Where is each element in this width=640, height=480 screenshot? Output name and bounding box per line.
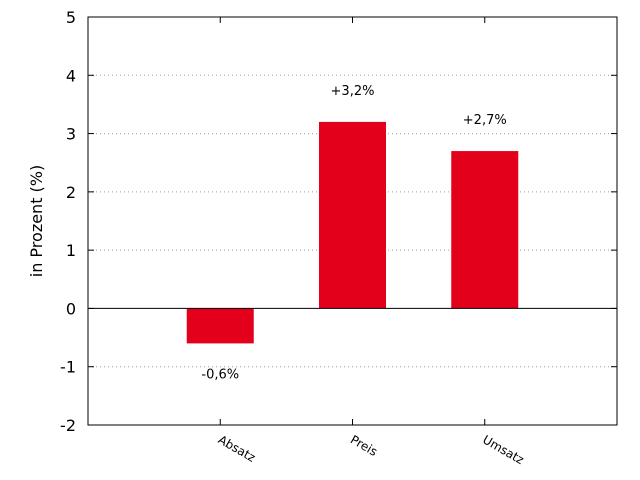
y-tick-label: -1 xyxy=(60,358,76,377)
bars xyxy=(186,121,519,344)
x-tick-label: Umsatz xyxy=(480,432,526,467)
data-label: -0,6% xyxy=(201,367,239,382)
y-tick-label: 4 xyxy=(66,66,76,85)
y-tick-label: 3 xyxy=(66,125,76,144)
x-tick-label: Absatz xyxy=(216,432,258,464)
y-axis-ticks: -2 -1 0 1 2 3 4 5 xyxy=(60,8,617,435)
y-axis-label: in Prozent (%) xyxy=(27,165,46,277)
bar xyxy=(319,121,386,309)
y-tick-label: 0 xyxy=(66,299,76,318)
y-tick-label: 1 xyxy=(66,241,76,260)
bar xyxy=(451,151,519,309)
x-tick-label: Preis xyxy=(348,432,380,458)
y-tick-label: 5 xyxy=(66,8,76,27)
y-tick-label: -2 xyxy=(60,416,76,435)
y-tick-label: 2 xyxy=(66,183,76,202)
data-label: +3,2% xyxy=(331,84,375,99)
bar xyxy=(186,308,254,344)
data-labels: -0,6% +3,2% +2,7% xyxy=(201,84,506,382)
data-label: +2,7% xyxy=(463,113,507,128)
